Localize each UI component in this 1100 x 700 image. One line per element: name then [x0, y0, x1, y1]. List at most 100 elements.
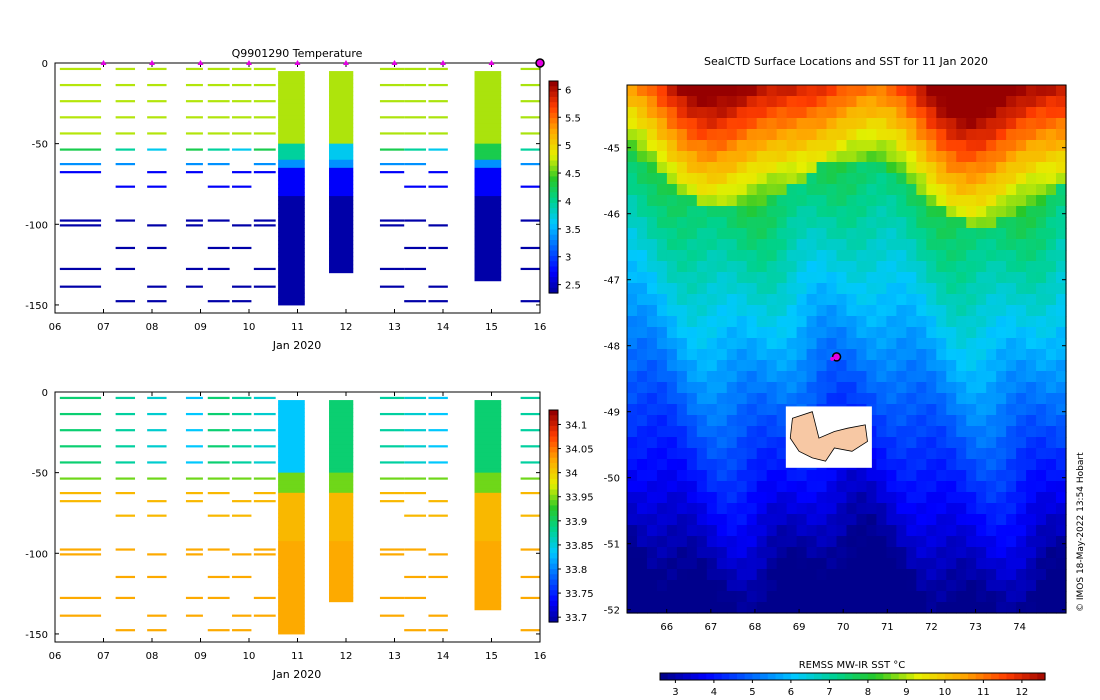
profile-line — [428, 629, 448, 632]
sst-cell — [796, 470, 808, 482]
sst-cell — [976, 569, 987, 581]
sst-cell — [1026, 184, 1037, 196]
sst-cell — [966, 536, 977, 548]
sst-cell — [986, 338, 997, 350]
profile-cell — [329, 436, 354, 441]
sst-cell — [746, 151, 758, 163]
sst-cell — [906, 426, 917, 438]
sst-cell — [1046, 602, 1057, 614]
profile-cell — [278, 480, 305, 486]
sst-cell — [836, 118, 848, 130]
profile-cell — [278, 272, 305, 278]
sst-cell — [1006, 129, 1017, 141]
sst-cell — [926, 151, 937, 163]
sst-cell — [786, 294, 798, 306]
sst-cell — [946, 96, 957, 108]
sst-cell — [656, 349, 668, 361]
sst-cell — [986, 371, 997, 383]
profile-cell — [474, 468, 502, 474]
sst-cell — [806, 85, 818, 97]
sst-cell — [736, 195, 748, 207]
sst-cell — [716, 140, 728, 152]
sst-cell — [986, 228, 997, 240]
profile-line — [520, 548, 540, 551]
profile-line — [59, 596, 102, 600]
sst-cell — [1016, 569, 1027, 581]
sst-cell — [986, 195, 997, 207]
sst-cell — [976, 404, 987, 416]
profile-cell — [474, 224, 502, 229]
profile-cell — [329, 504, 354, 510]
sst-colorbar-segment — [690, 673, 700, 680]
profile-line — [404, 148, 427, 151]
sst-cell — [916, 228, 927, 240]
sst-cell — [1046, 547, 1057, 559]
profile-cell — [474, 252, 502, 258]
sst-cell — [906, 96, 917, 108]
profile-cell — [278, 456, 305, 462]
sst-cell — [836, 173, 848, 185]
sst-cell — [1046, 173, 1057, 185]
sst-cell — [816, 393, 828, 405]
sst-cell — [956, 305, 967, 317]
sst-cell — [676, 525, 688, 537]
sst-cell — [806, 492, 818, 504]
sst-cell — [996, 437, 1007, 449]
sst-cell — [686, 503, 698, 515]
sst-cell — [706, 591, 718, 603]
sst-cell — [946, 272, 957, 284]
sst-cell — [926, 85, 937, 97]
profile-cell — [278, 171, 305, 177]
sst-cell — [816, 492, 828, 504]
sst-cell — [796, 514, 808, 526]
sst-cell — [996, 547, 1007, 559]
x-tick-label: 07 — [97, 651, 110, 662]
sst-cell — [976, 481, 987, 493]
sst-cell — [746, 547, 758, 559]
sst-cell — [1036, 206, 1047, 218]
profile-line — [253, 596, 276, 600]
profile-line — [115, 477, 136, 480]
profile-line — [185, 219, 203, 222]
profile-line — [115, 396, 136, 400]
sst-cell — [1056, 173, 1067, 185]
sst-cell — [696, 448, 708, 460]
sst-cell — [1046, 580, 1057, 592]
sst-cell — [946, 547, 957, 559]
profile-line — [404, 163, 427, 166]
sst-cell — [796, 107, 808, 119]
sst-cell — [776, 448, 788, 460]
sst-cell — [716, 151, 728, 163]
sst-cell — [706, 481, 718, 493]
sst-cell — [996, 481, 1007, 493]
sst-cell — [1016, 580, 1027, 592]
sst-cell — [926, 184, 937, 196]
profile-line — [147, 132, 167, 135]
sst-cell — [876, 316, 888, 328]
sst-cell — [986, 536, 997, 548]
sst-cell — [636, 558, 648, 570]
profile-line — [253, 412, 276, 416]
sst-cell — [816, 162, 828, 174]
colorbar-segment — [549, 494, 558, 501]
sst-cell — [986, 492, 997, 504]
sst-cell — [746, 162, 758, 174]
sst-cell — [966, 162, 977, 174]
sst-cell — [866, 327, 878, 339]
sst-cell — [946, 107, 957, 119]
sst-cell — [716, 558, 728, 570]
sst-cell — [906, 459, 917, 471]
sst-cell — [916, 239, 927, 251]
sst-cell — [1056, 393, 1067, 405]
sst-cell — [826, 525, 838, 537]
sst-cell — [686, 426, 698, 438]
sst-colorbar-segment — [675, 673, 684, 680]
sst-cell — [896, 371, 907, 383]
sst-cell — [1006, 426, 1017, 438]
sst-cell — [706, 327, 718, 339]
profile-cell — [329, 577, 354, 583]
sst-cell — [866, 371, 878, 383]
sst-cell — [906, 173, 917, 185]
profile-cell — [278, 472, 305, 478]
sst-cell — [916, 558, 927, 570]
